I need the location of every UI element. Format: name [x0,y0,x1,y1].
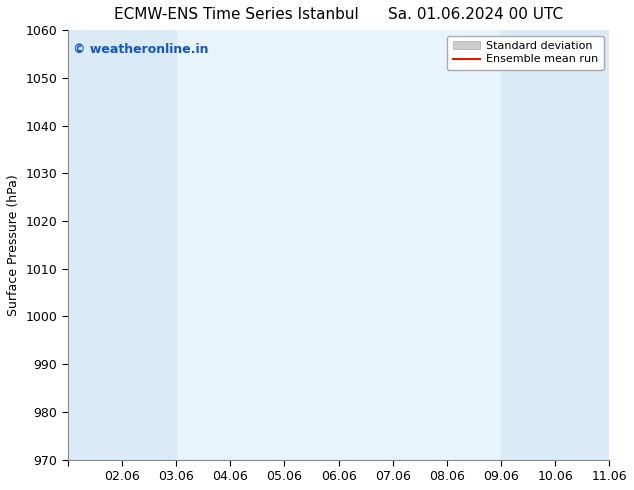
Title: ECMW-ENS Time Series Istanbul      Sa. 01.06.2024 00 UTC: ECMW-ENS Time Series Istanbul Sa. 01.06.… [114,7,563,22]
Y-axis label: Surface Pressure (hPa): Surface Pressure (hPa) [7,174,20,316]
Legend: Standard deviation, Ensemble mean run: Standard deviation, Ensemble mean run [447,36,604,70]
Bar [68,30,176,460]
Text: © weatheronline.in: © weatheronline.in [73,43,209,56]
Bar [501,30,609,460]
